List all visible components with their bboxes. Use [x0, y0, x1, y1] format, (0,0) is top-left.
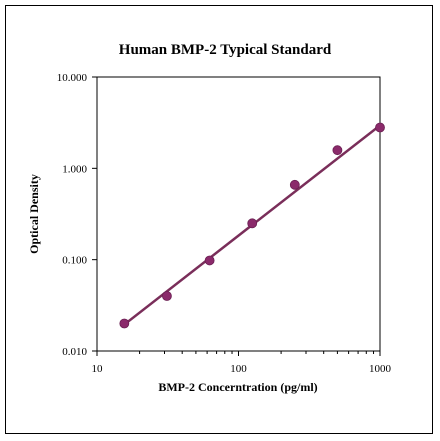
x-tick-label: 100 [230, 363, 247, 375]
data-point [332, 145, 343, 156]
y-axis-label: Optical Density [27, 174, 41, 254]
x-tick-label: 1000 [369, 363, 392, 375]
data-point [247, 218, 258, 229]
data-point [289, 179, 300, 190]
plot-area [96, 76, 381, 352]
y-tick-label: 10.000 [57, 72, 88, 84]
x-axis: 10 100 1000 [92, 351, 392, 375]
x-axis-label: BMP-2 Concerntration (pg/ml) [158, 380, 317, 394]
chart-title: Human BMP-2 Typical Standard [119, 42, 332, 58]
y-axis: 0.010 0.100 1.000 10.000 [57, 72, 97, 358]
x-tick-label: 10 [92, 363, 104, 375]
y-tick-label: 0.100 [62, 255, 87, 267]
y-tick-label: 0.010 [62, 346, 87, 358]
data-point [162, 291, 172, 301]
y-tick-label: 1.000 [62, 163, 87, 175]
data-points [119, 122, 385, 329]
data-point [119, 318, 130, 329]
data-point [375, 122, 385, 133]
data-point [204, 255, 215, 266]
